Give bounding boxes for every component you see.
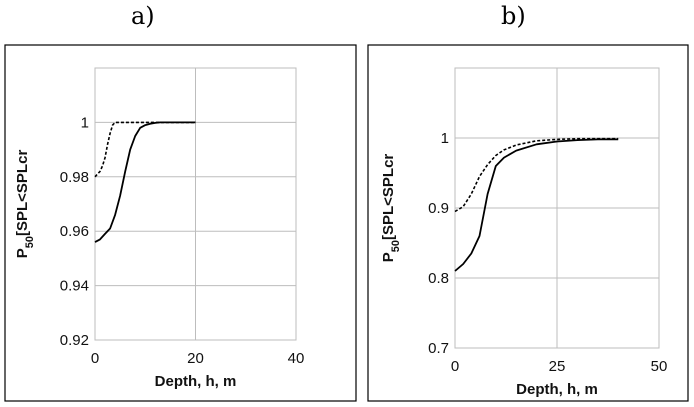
y-tick-label: 0.92 bbox=[60, 332, 89, 349]
series-dashed-line bbox=[94, 121, 196, 178]
series-solid-line bbox=[454, 138, 619, 272]
series-dashed-line bbox=[454, 137, 619, 213]
x-tick-label: 0 bbox=[451, 358, 459, 375]
x-tick-label: 25 bbox=[549, 358, 566, 375]
x-tick-label: 20 bbox=[187, 350, 204, 367]
series-solid-line bbox=[94, 121, 196, 243]
y-tick-label: 0.7 bbox=[428, 340, 449, 357]
panel-label-a: a) bbox=[131, 2, 155, 30]
y-tick-label: 0.8 bbox=[428, 270, 449, 287]
chart-frame bbox=[367, 44, 689, 402]
y-tick-label: 1 bbox=[441, 130, 449, 147]
y-tick-label: 0.96 bbox=[60, 223, 89, 240]
y-tick-label: 0.98 bbox=[60, 169, 89, 186]
x-axis-title: Depth, h, m bbox=[516, 381, 598, 398]
panel-label-b: b) bbox=[501, 2, 526, 30]
chart-b: 0.7 0.8 0.9 1 0 25 50 Depth, h, m P50[SPL<SPLcr bbox=[367, 44, 689, 402]
y-tick-label: 0.9 bbox=[428, 200, 449, 217]
x-axis-title: Depth, h, m bbox=[155, 373, 237, 390]
x-tick-label: 40 bbox=[288, 350, 305, 367]
y-axis-title: P50[SPL<SPLcr bbox=[380, 154, 402, 263]
chart-a: 0.92 0.94 0.96 0.98 1 0 20 40 Depth, h, m P50[SPL… bbox=[4, 44, 357, 402]
x-tick-label: 0 bbox=[91, 350, 99, 367]
y-tick-label: 0.94 bbox=[60, 278, 89, 295]
chart-frame bbox=[4, 44, 357, 402]
y-tick-label: 1 bbox=[81, 114, 89, 131]
y-axis-title: P50[SPL<SPLcr bbox=[14, 150, 36, 259]
x-tick-label: 50 bbox=[651, 358, 668, 375]
